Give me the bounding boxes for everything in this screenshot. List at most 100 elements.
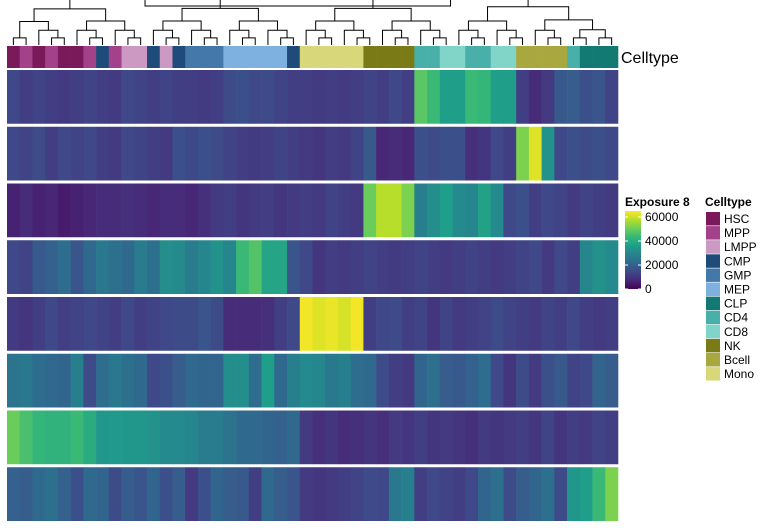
annotation-cell-cmp <box>287 46 301 68</box>
heatmap-cell <box>465 353 479 408</box>
heatmap-cell <box>388 410 402 465</box>
dendrogram-branch <box>579 29 606 38</box>
dendrogram-branch <box>487 6 570 21</box>
heatmap-cell <box>261 126 275 181</box>
heatmap-cell <box>108 70 122 124</box>
heatmap-cell <box>490 240 504 294</box>
celltype-label-bcell: Bcell <box>724 353 750 367</box>
heatmap-cell <box>185 467 199 521</box>
heatmap-cell <box>159 297 173 351</box>
heatmap-cell <box>261 467 275 521</box>
heatmap-cell <box>605 353 619 408</box>
heatmap-cell <box>414 240 428 294</box>
heatmap-cell <box>134 183 148 238</box>
annotation-cell-hsc <box>70 46 84 68</box>
heatmap-cell <box>350 353 364 408</box>
dendrogram-branch <box>165 37 180 45</box>
heatmap-cell <box>223 410 237 465</box>
colorbar-tick-label: 20000 <box>645 258 679 272</box>
heatmap-cell <box>554 353 568 408</box>
heatmap-cell <box>401 70 415 124</box>
heatmap-cell <box>121 410 135 465</box>
celltype-swatch-lmpp <box>706 240 720 254</box>
heatmap-cell <box>427 297 441 351</box>
heatmap-cell <box>108 410 122 465</box>
heatmap-cell <box>57 410 71 465</box>
heatmap-cell <box>477 297 492 351</box>
annotation-cell-cd4 <box>465 46 479 68</box>
heatmap-cell <box>159 240 173 294</box>
annotation-cell-nk <box>401 46 415 68</box>
heatmap-cell <box>32 353 46 408</box>
heatmap-cell <box>388 183 402 238</box>
heatmap-cell <box>503 183 517 238</box>
heatmap-cell <box>57 126 71 181</box>
heatmap-cell <box>312 353 326 408</box>
celltype-label-mpp: MPP <box>724 226 750 240</box>
heatmap-cell <box>83 297 97 351</box>
heatmap-cell <box>121 183 135 238</box>
heatmap-cell <box>236 410 250 465</box>
celltype-swatch-mono <box>706 367 720 381</box>
heatmap-cell <box>325 183 339 238</box>
dendrogram-branch <box>127 37 142 45</box>
heatmap-cell <box>210 410 224 465</box>
annotation-cell-mep <box>223 46 237 68</box>
heatmap-cell <box>376 467 390 521</box>
heatmap-cell <box>121 297 135 351</box>
heatmap-cell <box>57 183 71 238</box>
heatmap-cell <box>45 240 59 294</box>
heatmap-cell <box>337 353 351 408</box>
heatmap-cell <box>134 297 148 351</box>
heatmap-cell <box>541 410 555 465</box>
heatmap-cell <box>83 70 97 124</box>
celltype-swatch-cmp <box>706 254 720 268</box>
heatmap-cell <box>197 126 211 181</box>
exposure-legend-ticks: 0 20000 40000 60000 <box>625 210 679 296</box>
heatmap-cell <box>274 126 288 181</box>
heatmap-cell <box>452 410 466 465</box>
annotation-cell-cd8 <box>439 46 453 68</box>
heatmap-cell <box>223 240 237 294</box>
celltype-swatch-mpp <box>706 226 720 240</box>
heatmap-cell <box>477 240 492 294</box>
dendrogram-branch <box>318 37 333 45</box>
celltype-swatch-gmp <box>706 268 720 282</box>
annotation-cell-cmp <box>147 46 161 68</box>
heatmap-cell <box>248 70 262 124</box>
heatmap-cell <box>7 183 21 238</box>
annotation-cell-cd8 <box>503 46 517 68</box>
heatmap-cell <box>7 467 21 521</box>
heatmap-cell <box>248 240 262 294</box>
heatmap-cell <box>427 240 441 294</box>
heatmap-cell <box>439 183 453 238</box>
dendrogram-branch <box>162 20 202 31</box>
heatmap-cell <box>312 126 326 181</box>
annotation-cell-lmpp <box>134 46 148 68</box>
annotation-cell-gmp <box>197 46 211 68</box>
heatmap-cell <box>427 410 441 465</box>
heatmap-cell <box>567 240 581 294</box>
heatmap-cell <box>465 183 479 238</box>
heatmap-cell <box>414 183 428 238</box>
heatmap-cell <box>427 353 441 408</box>
annotation-cell-hsc <box>32 46 46 68</box>
heatmap-cell <box>96 70 110 124</box>
heatmap-cell <box>350 126 364 181</box>
heatmap-cell <box>223 297 237 351</box>
heatmap-cell <box>197 467 211 521</box>
heatmap-cell <box>490 467 504 521</box>
annotation-cell-cd8 <box>452 46 466 68</box>
heatmap-cell <box>223 70 237 124</box>
heatmap-cell <box>376 410 390 465</box>
heatmap-cell <box>605 126 619 181</box>
annotation-cell-cmp <box>172 46 186 68</box>
heatmap-cell <box>388 297 402 351</box>
heatmap-cell <box>439 126 453 181</box>
heatmap-cell <box>388 240 402 294</box>
heatmap-cell <box>57 70 71 124</box>
heatmap-cell <box>172 70 186 124</box>
heatmap-cell <box>452 183 466 238</box>
